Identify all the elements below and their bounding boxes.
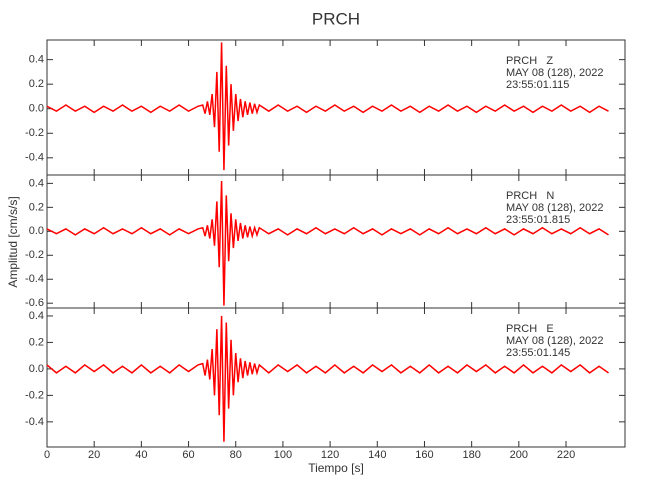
waveform — [46, 180, 609, 306]
x-axis-label: Tiempo [s] — [308, 461, 364, 475]
chart-title: PRCH — [312, 9, 360, 28]
x-tick-label: 80 — [230, 449, 242, 461]
y-tick-label: -0.2 — [25, 249, 44, 261]
x-tick-label: 220 — [557, 449, 575, 461]
x-tick-label: 200 — [510, 449, 528, 461]
x-tick-label: 20 — [88, 449, 100, 461]
y-tick-label: -0.4 — [25, 416, 44, 428]
panel-frame — [46, 307, 626, 448]
trace-annotation: MAY 08 (128), 2022 — [506, 335, 603, 347]
x-tick-label: 180 — [462, 449, 480, 461]
x-tick-label: 0 — [44, 449, 50, 461]
trace-annotation: PRCH E — [506, 323, 554, 335]
y-tick-label: -0.2 — [25, 127, 44, 139]
y-axis-label: Amplitud [cm/s/s] — [6, 196, 20, 287]
y-tick-label: -0.4 — [25, 152, 44, 164]
y-tick-label: -0.2 — [25, 389, 44, 401]
y-tick-label: 0.4 — [29, 177, 44, 189]
x-tick-label: 160 — [415, 449, 433, 461]
waveform — [46, 315, 609, 442]
trace-annotation: PRCH Z — [506, 55, 553, 67]
waveform — [46, 42, 609, 171]
trace-annotation: 23:55:01.115 — [506, 79, 569, 91]
y-tick-label: 0.0 — [29, 225, 44, 237]
y-tick-label: 0.2 — [29, 336, 44, 348]
x-tick-label: 120 — [321, 449, 339, 461]
trace-annotation: PRCH N — [506, 190, 554, 202]
x-tick-label: 60 — [182, 449, 194, 461]
trace-annotation: MAY 08 (128), 2022 — [506, 67, 603, 79]
y-tick-label: 0.0 — [29, 103, 44, 115]
y-tick-label: -0.6 — [25, 297, 44, 309]
x-tick-label: 40 — [135, 449, 147, 461]
x-tick-label: 140 — [368, 449, 386, 461]
y-tick-label: 0.0 — [29, 363, 44, 375]
y-tick-label: -0.4 — [25, 273, 44, 285]
trace-annotation: 23:55:01.145 — [506, 347, 570, 359]
y-tick-label: 0.4 — [29, 310, 44, 322]
x-tick-label: 100 — [274, 449, 292, 461]
trace-annotation: 23:55:01.815 — [506, 214, 570, 226]
y-tick-label: 0.4 — [29, 54, 44, 66]
y-tick-label: 0.2 — [29, 201, 44, 213]
trace-annotation: MAY 08 (128), 2022 — [506, 202, 603, 214]
y-tick-label: 0.2 — [29, 78, 44, 90]
